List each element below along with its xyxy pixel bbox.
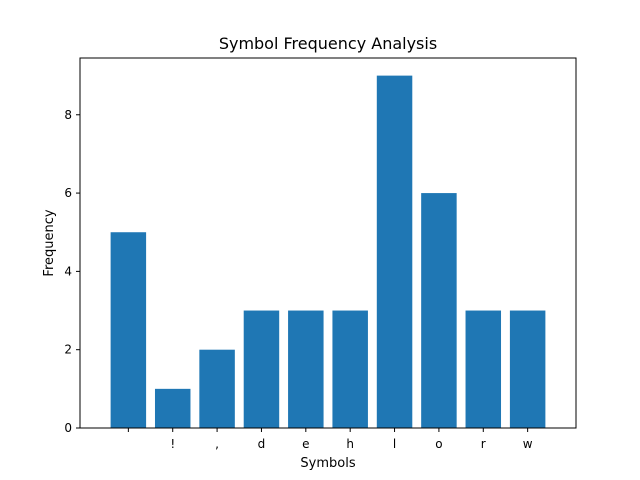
chart-title: Symbol Frequency Analysis [219, 34, 437, 53]
bar-5 [332, 310, 368, 428]
bar-0 [110, 232, 147, 428]
bar-4 [288, 310, 324, 428]
x-axis-label: Symbols [300, 456, 355, 471]
x-tick-label-8: r [481, 437, 486, 451]
bar-7 [421, 193, 457, 428]
x-tick-label-6: l [393, 437, 396, 451]
y-tick-label-2: 4 [64, 264, 72, 278]
x-tick-label-7: o [435, 437, 442, 451]
plot-frame [79, 57, 577, 429]
x-ticks-group: !, d e h l o r w [127, 428, 533, 451]
bar-3 [243, 310, 280, 428]
bar-8 [465, 310, 502, 428]
y-ticks-group: 0 2 4 6 8 [64, 108, 80, 435]
x-tick-label-3: d [258, 437, 266, 451]
y-axis-label: Frequency [42, 209, 57, 276]
x-tick-label-9: w [523, 437, 533, 451]
bar-6 [376, 75, 413, 428]
y-tick-label-1: 2 [64, 343, 72, 357]
y-tick-label-0: 0 [64, 421, 72, 435]
bar-9 [509, 310, 546, 428]
x-tick-label-1: ! [170, 437, 175, 451]
x-tick-label-2: , [215, 437, 219, 451]
x-tick-label-5: h [346, 437, 354, 451]
x-tick-label-4: e [302, 437, 309, 451]
bar-1 [154, 388, 191, 428]
bar-2 [199, 349, 235, 428]
y-tick-label-4: 8 [64, 108, 72, 122]
bars-group [110, 75, 546, 428]
y-tick-label-3: 6 [64, 186, 72, 200]
